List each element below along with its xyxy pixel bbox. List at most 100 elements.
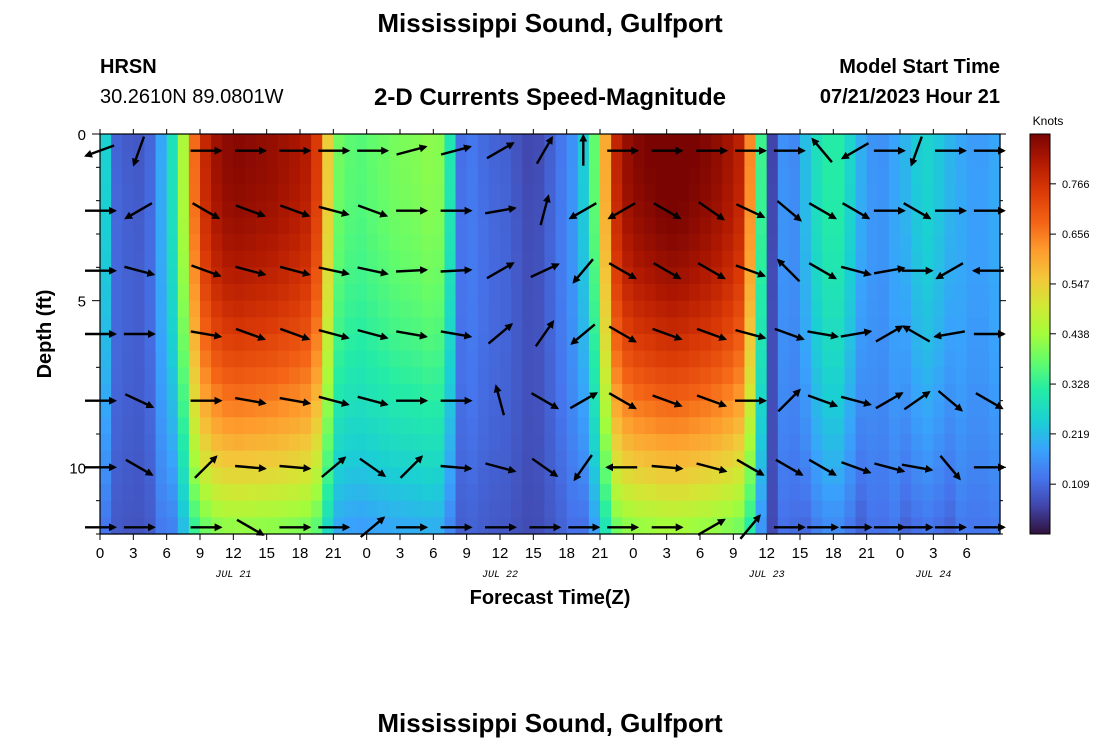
- heatmap-cell: [744, 300, 757, 318]
- y-tick-label: 10: [69, 460, 86, 477]
- heatmap-cell: [255, 450, 268, 468]
- heatmap-cell: [688, 234, 701, 252]
- current-vector-arrow: [568, 202, 597, 220]
- heatmap-cell: [277, 384, 290, 402]
- heatmap-cell: [677, 334, 690, 352]
- heatmap-cell: [277, 484, 290, 502]
- heatmap-cell: [300, 517, 312, 535]
- heatmap-cell: [177, 367, 190, 385]
- heatmap-cell: [455, 200, 468, 218]
- heatmap-cell: [188, 384, 201, 402]
- heatmap-cell: [566, 350, 579, 368]
- heatmap-cell: [344, 417, 357, 435]
- current-vector-arrow: [487, 323, 514, 345]
- heatmap-cell: [166, 234, 179, 252]
- current-vector-arrow: [279, 464, 312, 473]
- heatmap-cell: [744, 334, 757, 352]
- heatmap-cell: [122, 450, 134, 468]
- x-tick-label: 18: [292, 545, 309, 562]
- heatmap-cell: [444, 484, 457, 502]
- heatmap-cell: [966, 250, 979, 268]
- heatmap-cell: [655, 184, 668, 202]
- heatmap-cell: [344, 184, 357, 202]
- heatmap-cell: [444, 317, 457, 335]
- heatmap-cell: [877, 400, 890, 418]
- heatmap-cell: [800, 417, 812, 435]
- heatmap-cell: [255, 367, 268, 385]
- heatmap-cell: [722, 284, 734, 302]
- heatmap-cell: [466, 284, 479, 302]
- heatmap-cell: [933, 167, 946, 185]
- heatmap-cell: [622, 517, 634, 535]
- heatmap-cell: [555, 350, 568, 368]
- heatmap-cell: [611, 434, 623, 452]
- heatmap-cell: [966, 317, 979, 335]
- heatmap-cell: [333, 284, 346, 302]
- heatmap-cell: [944, 267, 957, 285]
- heatmap-cell: [355, 384, 368, 402]
- heatmap-cell: [688, 350, 701, 368]
- heatmap-cell: [377, 184, 390, 202]
- heatmap-cell: [711, 434, 723, 452]
- current-vector-arrow: [191, 264, 222, 278]
- heatmap-cell: [233, 150, 246, 168]
- heatmap-cell: [944, 234, 957, 252]
- heatmap-cell: [722, 184, 734, 202]
- heatmap-cell: [277, 434, 290, 452]
- heatmap-cell: [422, 450, 434, 468]
- heatmap-cell: [111, 317, 123, 335]
- heatmap-cell: [400, 317, 412, 335]
- heatmap-cell: [477, 434, 490, 452]
- heatmap-cell: [633, 217, 646, 235]
- heatmap-cell: [900, 417, 912, 435]
- heatmap-cell: [477, 184, 490, 202]
- heatmap-cell: [522, 317, 534, 335]
- heatmap-cell: [922, 400, 934, 418]
- heatmap-cell: [866, 234, 879, 252]
- heatmap-cell: [644, 384, 657, 402]
- current-vector-arrow: [696, 394, 728, 408]
- heatmap-cell: [266, 317, 279, 335]
- heatmap-cell: [588, 450, 601, 468]
- heatmap-cell: [444, 350, 457, 368]
- heatmap-cell: [500, 234, 512, 252]
- heatmap-cell: [477, 517, 490, 535]
- heatmap-cell: [577, 234, 590, 252]
- heatmap-cell: [722, 400, 734, 418]
- heatmap-cell: [488, 517, 501, 535]
- heatmap-cell: [622, 400, 634, 418]
- heatmap-cell: [300, 417, 312, 435]
- x-tick-label: 6: [162, 545, 170, 562]
- heatmap-cell: [200, 400, 212, 418]
- heatmap-cell: [544, 217, 557, 235]
- heatmap-cell: [844, 284, 857, 302]
- heatmap-cell: [844, 200, 857, 218]
- heatmap-cell: [411, 167, 423, 185]
- heatmap-cell: [644, 467, 657, 485]
- heatmap-cell: [833, 500, 846, 518]
- heatmap-cell: [577, 417, 590, 435]
- heatmap-cell: [433, 434, 446, 452]
- heatmap-cell: [766, 167, 779, 185]
- heatmap-cell: [288, 467, 301, 485]
- heatmap-cell: [477, 217, 490, 235]
- heatmap-cell: [977, 267, 990, 285]
- heatmap-cell: [800, 234, 812, 252]
- heatmap-cell: [155, 300, 168, 318]
- heatmap-cell: [533, 400, 546, 418]
- heatmap-cell: [933, 200, 946, 218]
- heatmap-cell: [666, 484, 679, 502]
- heatmap-cell: [700, 417, 712, 435]
- heatmap-cell: [788, 367, 801, 385]
- heatmap-cell: [288, 400, 301, 418]
- heatmap-cell: [288, 217, 301, 235]
- heatmap-cell: [100, 434, 112, 452]
- axes: 0 3 6 9 12 15 18 21 0 3 6 9 12 15 18 21 0 3 6 9 12 15 18 21 0 3 6J…: [69, 127, 1006, 581]
- heatmap-cell: [588, 150, 601, 168]
- heatmap-cell: [200, 434, 212, 452]
- heatmap-cell: [366, 317, 379, 335]
- heatmap-cell: [177, 167, 190, 185]
- heatmap-cell: [944, 284, 957, 302]
- heatmap-cell: [355, 367, 368, 385]
- heatmap-cell: [566, 467, 579, 485]
